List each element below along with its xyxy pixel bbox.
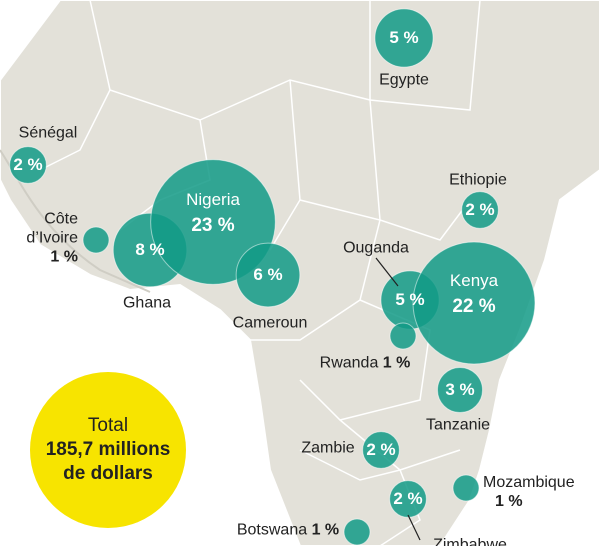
bubble-value: 23 % [191, 215, 235, 236]
total-label: Total [87, 415, 129, 436]
bubble [82, 226, 110, 254]
country-label: Mozambique 1 % [483, 473, 575, 511]
bubble [412, 241, 536, 365]
bubble-value: 2 % [465, 200, 495, 219]
country-label: Tanzanie [425, 416, 491, 434]
country-label: Ouganda [343, 239, 409, 257]
country-name: Botswana [236, 521, 308, 539]
country-value: 1 % [311, 521, 340, 539]
bubble-value: 22 % [452, 296, 496, 317]
bubble-value: 2 % [13, 155, 43, 174]
bubble [452, 474, 480, 502]
total-unit: de dollars [63, 463, 153, 484]
country-label: Ethiopie [449, 171, 507, 189]
country-label: Zambie [301, 439, 355, 457]
country-label: Sénégal [18, 124, 78, 142]
country-name: Côte d’Ivoire [26, 210, 78, 247]
bubble [235, 242, 301, 308]
coast [0, 149, 151, 293]
bubble-value: 2 % [393, 489, 423, 508]
country-value: 1 % [50, 248, 78, 266]
leader-line [407, 514, 421, 541]
country-name: Rwanda [319, 354, 379, 372]
bubble [374, 8, 434, 68]
bubble-value: 2 % [366, 440, 396, 459]
country-label: Botswana 1 % [237, 521, 339, 540]
bubble [362, 431, 400, 469]
bubble [436, 366, 484, 414]
country-label: Rwanda 1 % [320, 354, 411, 373]
bubble-value: 3 % [445, 380, 475, 399]
country-label: Zimbabwe [433, 536, 507, 546]
bubble [9, 146, 47, 184]
total-badge: Total 185,7 millions de dollars [30, 372, 186, 528]
bubble [461, 191, 499, 229]
bubble-name: Kenya [449, 271, 499, 290]
bubble [343, 518, 371, 546]
country-label: Côte d’Ivoire 1 % [8, 210, 78, 267]
bubble-name: Nigeria [186, 190, 240, 209]
total-amount: 185,7 millions [45, 439, 171, 460]
bubble-value: 8 % [135, 240, 165, 259]
bubble [389, 480, 427, 518]
bubble-value: 6 % [253, 265, 283, 284]
country-name: Mozambique [483, 474, 575, 491]
bubble [389, 322, 417, 350]
country-value: 1 % [495, 493, 523, 510]
leader-line [375, 257, 399, 287]
bubble-value: 5 % [395, 290, 425, 309]
country-label: Egypte [379, 71, 429, 89]
bubble-value: 5 % [389, 28, 419, 47]
country-value: 1 % [382, 354, 411, 372]
country-label: Cameroun [232, 314, 308, 332]
country-label: Ghana [122, 294, 172, 312]
